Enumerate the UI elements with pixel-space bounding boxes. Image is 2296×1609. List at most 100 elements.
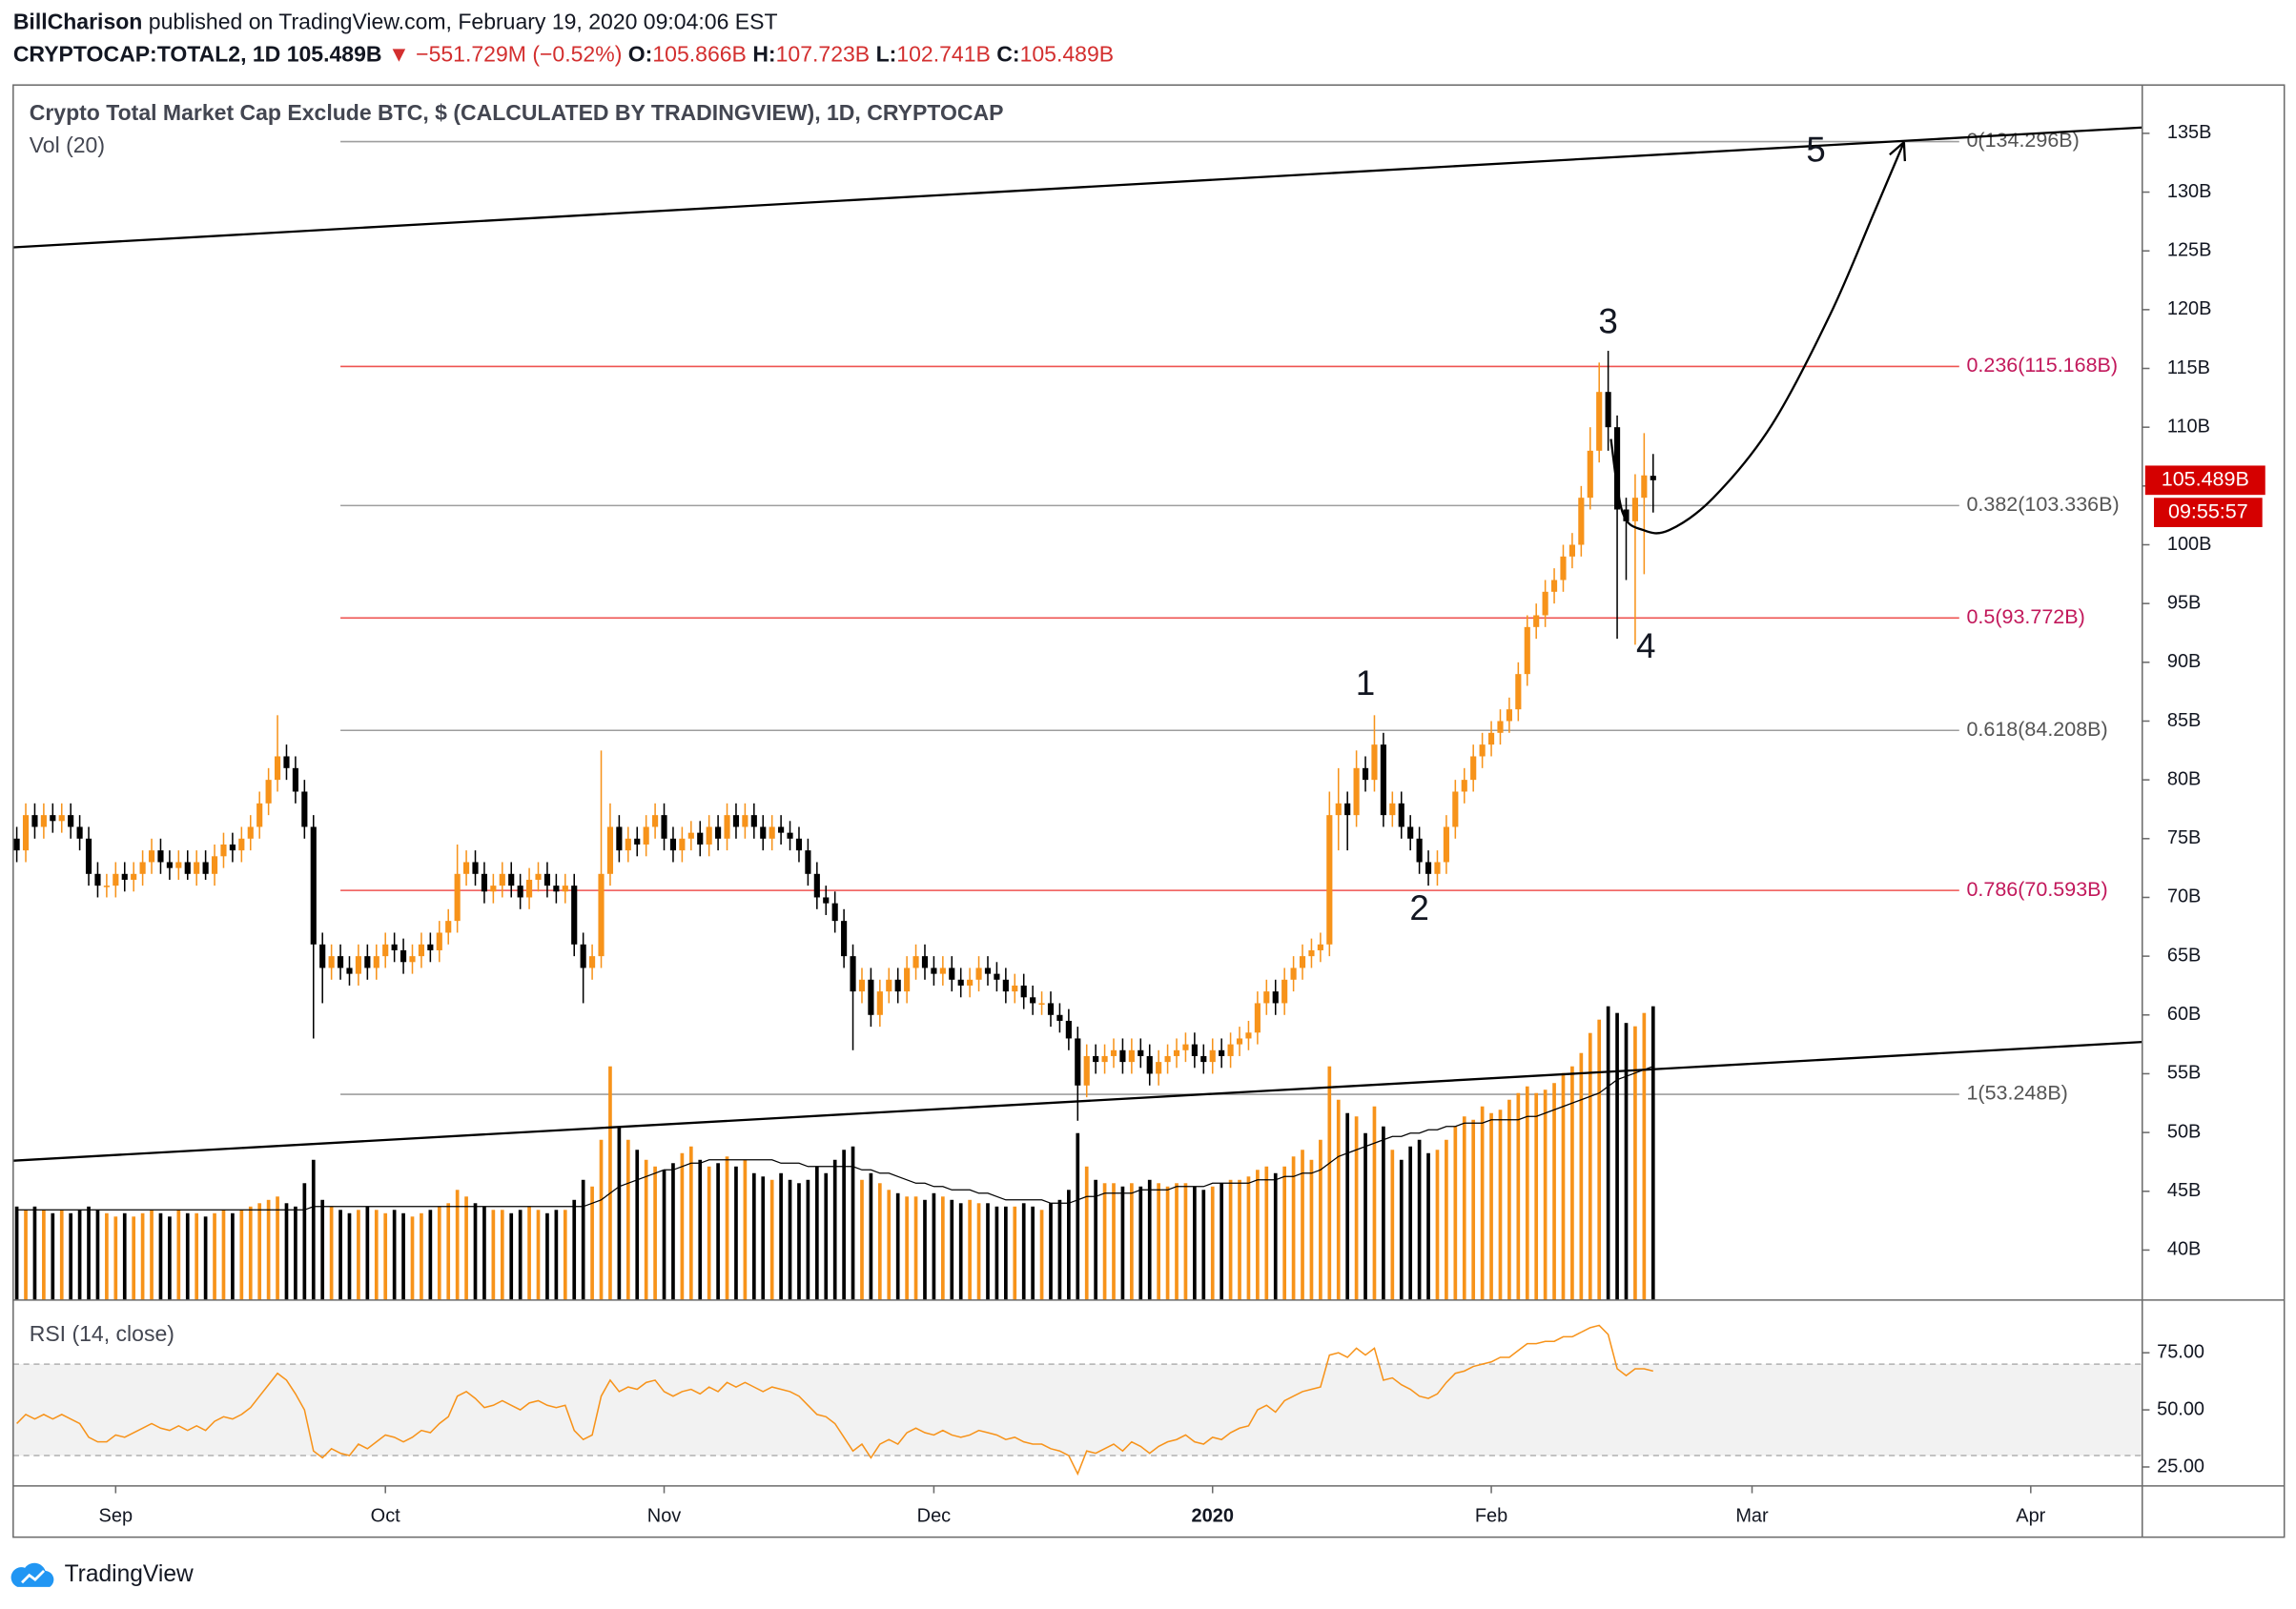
candle-body [1083, 1055, 1090, 1086]
volume-bar [1417, 1139, 1422, 1300]
fib-label: 0.786(70.593B) [1966, 878, 2107, 901]
candle-body [1047, 1003, 1055, 1015]
candle-body [1353, 767, 1360, 816]
candle-body [391, 944, 398, 950]
y-tick-label: 65B [2167, 945, 2202, 966]
volume-bar [1642, 1012, 1647, 1300]
volume-bar [437, 1206, 441, 1300]
wave-label: 3 [1598, 301, 1618, 340]
symbol: CRYPTOCAP:TOTAL2, 1D [13, 42, 280, 67]
candle-body [1290, 967, 1297, 980]
volume-bar [814, 1166, 819, 1300]
candle-body [1613, 427, 1621, 510]
volume-bar [644, 1159, 648, 1300]
candle-body [1497, 721, 1504, 733]
volume-bar [923, 1199, 927, 1300]
volume-bar [428, 1210, 433, 1300]
candle-body [1056, 1014, 1063, 1021]
volume-bar [1408, 1146, 1413, 1300]
candle-body [1641, 475, 1648, 499]
candle-body [40, 815, 47, 827]
candle-body [1146, 1055, 1153, 1074]
volume-bar [105, 1212, 109, 1300]
candle-body [1038, 1003, 1045, 1005]
candle-body [616, 826, 623, 851]
footer-text: TradingView [65, 1561, 194, 1587]
volume-bar [500, 1210, 504, 1300]
candle-body [499, 873, 505, 886]
candle-body [1075, 1038, 1081, 1086]
volume-bar [374, 1210, 379, 1300]
candle-body [886, 979, 892, 992]
volume-bar [1579, 1052, 1584, 1300]
candle-body [1524, 626, 1530, 675]
volume-bar [940, 1196, 945, 1300]
candle-body [1487, 732, 1495, 745]
volume-bar [1399, 1159, 1404, 1300]
volume-bar [725, 1156, 729, 1300]
candle-body [868, 979, 874, 1015]
x-tick-label: 2020 [1192, 1505, 1234, 1526]
volume-bar [464, 1196, 468, 1300]
candle-body [1326, 815, 1333, 945]
candle-body [957, 979, 964, 986]
candle-body [184, 862, 191, 874]
candle-body [409, 956, 416, 963]
volume-bar [1057, 1199, 1062, 1300]
volume-bar [1238, 1179, 1241, 1300]
volume-bar [1291, 1156, 1296, 1300]
volume-bar [751, 1172, 756, 1300]
candle-body [1479, 744, 1486, 757]
candle-body [876, 991, 883, 1015]
fib-label: 1(53.248B) [1966, 1082, 2067, 1105]
volume-bar [1543, 1090, 1548, 1300]
candle-body [175, 862, 182, 868]
volume-bar [1372, 1106, 1377, 1300]
countdown-badge [2154, 498, 2263, 527]
volume-bar [1220, 1183, 1224, 1300]
y-tick-label: 60B [2167, 1004, 2202, 1025]
candle-body [679, 838, 686, 851]
candle-body [1182, 1044, 1189, 1050]
x-tick-label: Nov [647, 1505, 682, 1526]
volume-bar [734, 1166, 738, 1300]
ohlc-value: 107.723B [776, 42, 871, 67]
volume-bar [536, 1210, 541, 1300]
volume-bar [1175, 1183, 1179, 1300]
candle-body [1128, 1049, 1135, 1063]
volume-bar [895, 1192, 900, 1300]
volume-bar [347, 1212, 352, 1300]
candle-body [939, 967, 946, 974]
ohlc-label: C: [996, 42, 1019, 67]
header-line-2: CRYPTOCAP:TOTAL2, 1D 105.489B ▼ −551.729… [13, 42, 1114, 67]
candle-body [1623, 509, 1630, 521]
volume-bar [392, 1210, 397, 1300]
candle-body [238, 838, 245, 851]
volume-bar [1120, 1186, 1125, 1300]
candle-body [652, 815, 659, 827]
y-tick-label: 135B [2167, 122, 2212, 143]
last: 105.489B [287, 42, 382, 67]
candle-body [1191, 1044, 1198, 1056]
volume-bar [1498, 1110, 1503, 1300]
y-tick-label: 115B [2167, 357, 2210, 378]
candle-body [1344, 803, 1351, 816]
volume-bar [1157, 1183, 1160, 1300]
candle-body [85, 838, 92, 874]
candle-body [1362, 767, 1369, 781]
candle-body [436, 932, 442, 950]
candle-body [1200, 1055, 1207, 1063]
volume-bar [95, 1210, 100, 1300]
volume-bar [1327, 1066, 1332, 1300]
volume-bar [851, 1146, 855, 1300]
candle-body [850, 956, 856, 992]
volume-bar [1138, 1186, 1143, 1300]
volume-bar [455, 1190, 460, 1300]
volume-bar [158, 1212, 163, 1300]
wave-label: 4 [1636, 626, 1656, 665]
candle-body [76, 826, 83, 839]
candle-body [687, 832, 694, 839]
candle-body [787, 832, 793, 839]
candle-body [283, 756, 290, 768]
volume-bar [707, 1166, 711, 1300]
